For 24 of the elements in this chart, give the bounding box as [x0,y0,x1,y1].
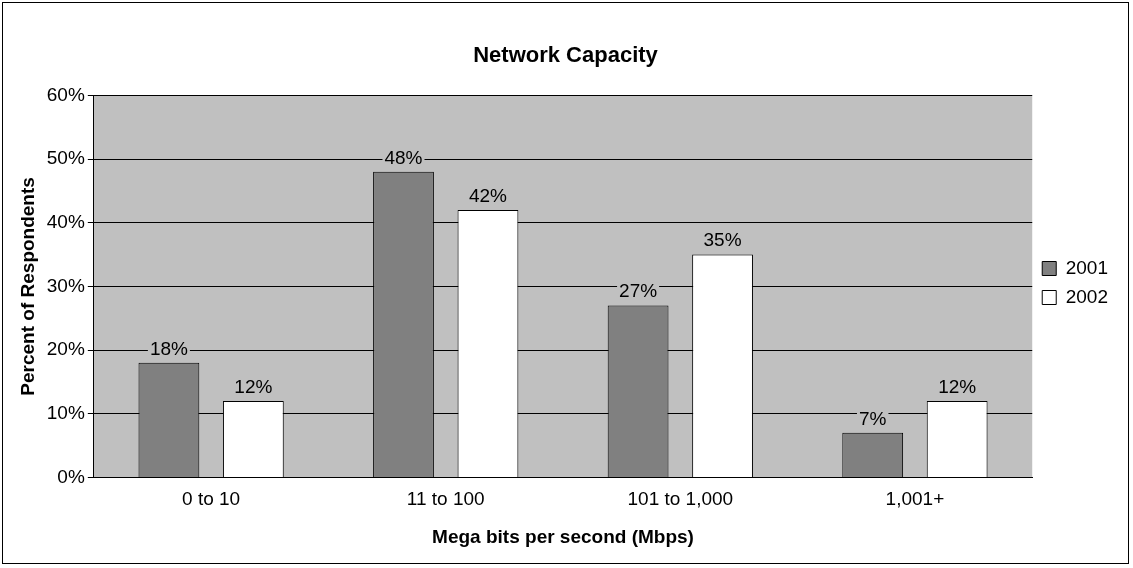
y-tick-label: 60% [46,83,85,105]
x-tick-label: 101 to 1,000 [627,488,734,510]
y-tick-label: 20% [46,338,85,360]
data-label: 12% [234,375,273,397]
y-tick-label: 50% [46,147,85,169]
data-label: 42% [468,184,508,206]
y-axis-title: Percent of Respondents [16,177,38,396]
legend-label: 2002 [1065,285,1109,307]
data-label: 27% [619,280,658,302]
y-tick-label: 40% [46,210,85,232]
legend-label: 2001 [1065,256,1109,278]
data-label: 48% [384,146,423,168]
data-label: 7% [858,407,887,429]
data-label: 35% [703,229,742,251]
data-label: 12% [938,375,977,397]
x-tick-label: 1,001+ [885,488,945,510]
data-label: 18% [149,337,189,359]
y-tick-label: 10% [46,401,85,423]
y-tick-label: 0% [57,465,85,487]
chart-title: Network Capacity [473,42,659,68]
y-tick-label: 30% [46,274,85,296]
x-tick-label: 11 to 100 [406,488,485,510]
x-tick-label: 0 to 10 [182,488,241,510]
x-axis-title: Mega bits per second (Mbps) [432,525,694,547]
